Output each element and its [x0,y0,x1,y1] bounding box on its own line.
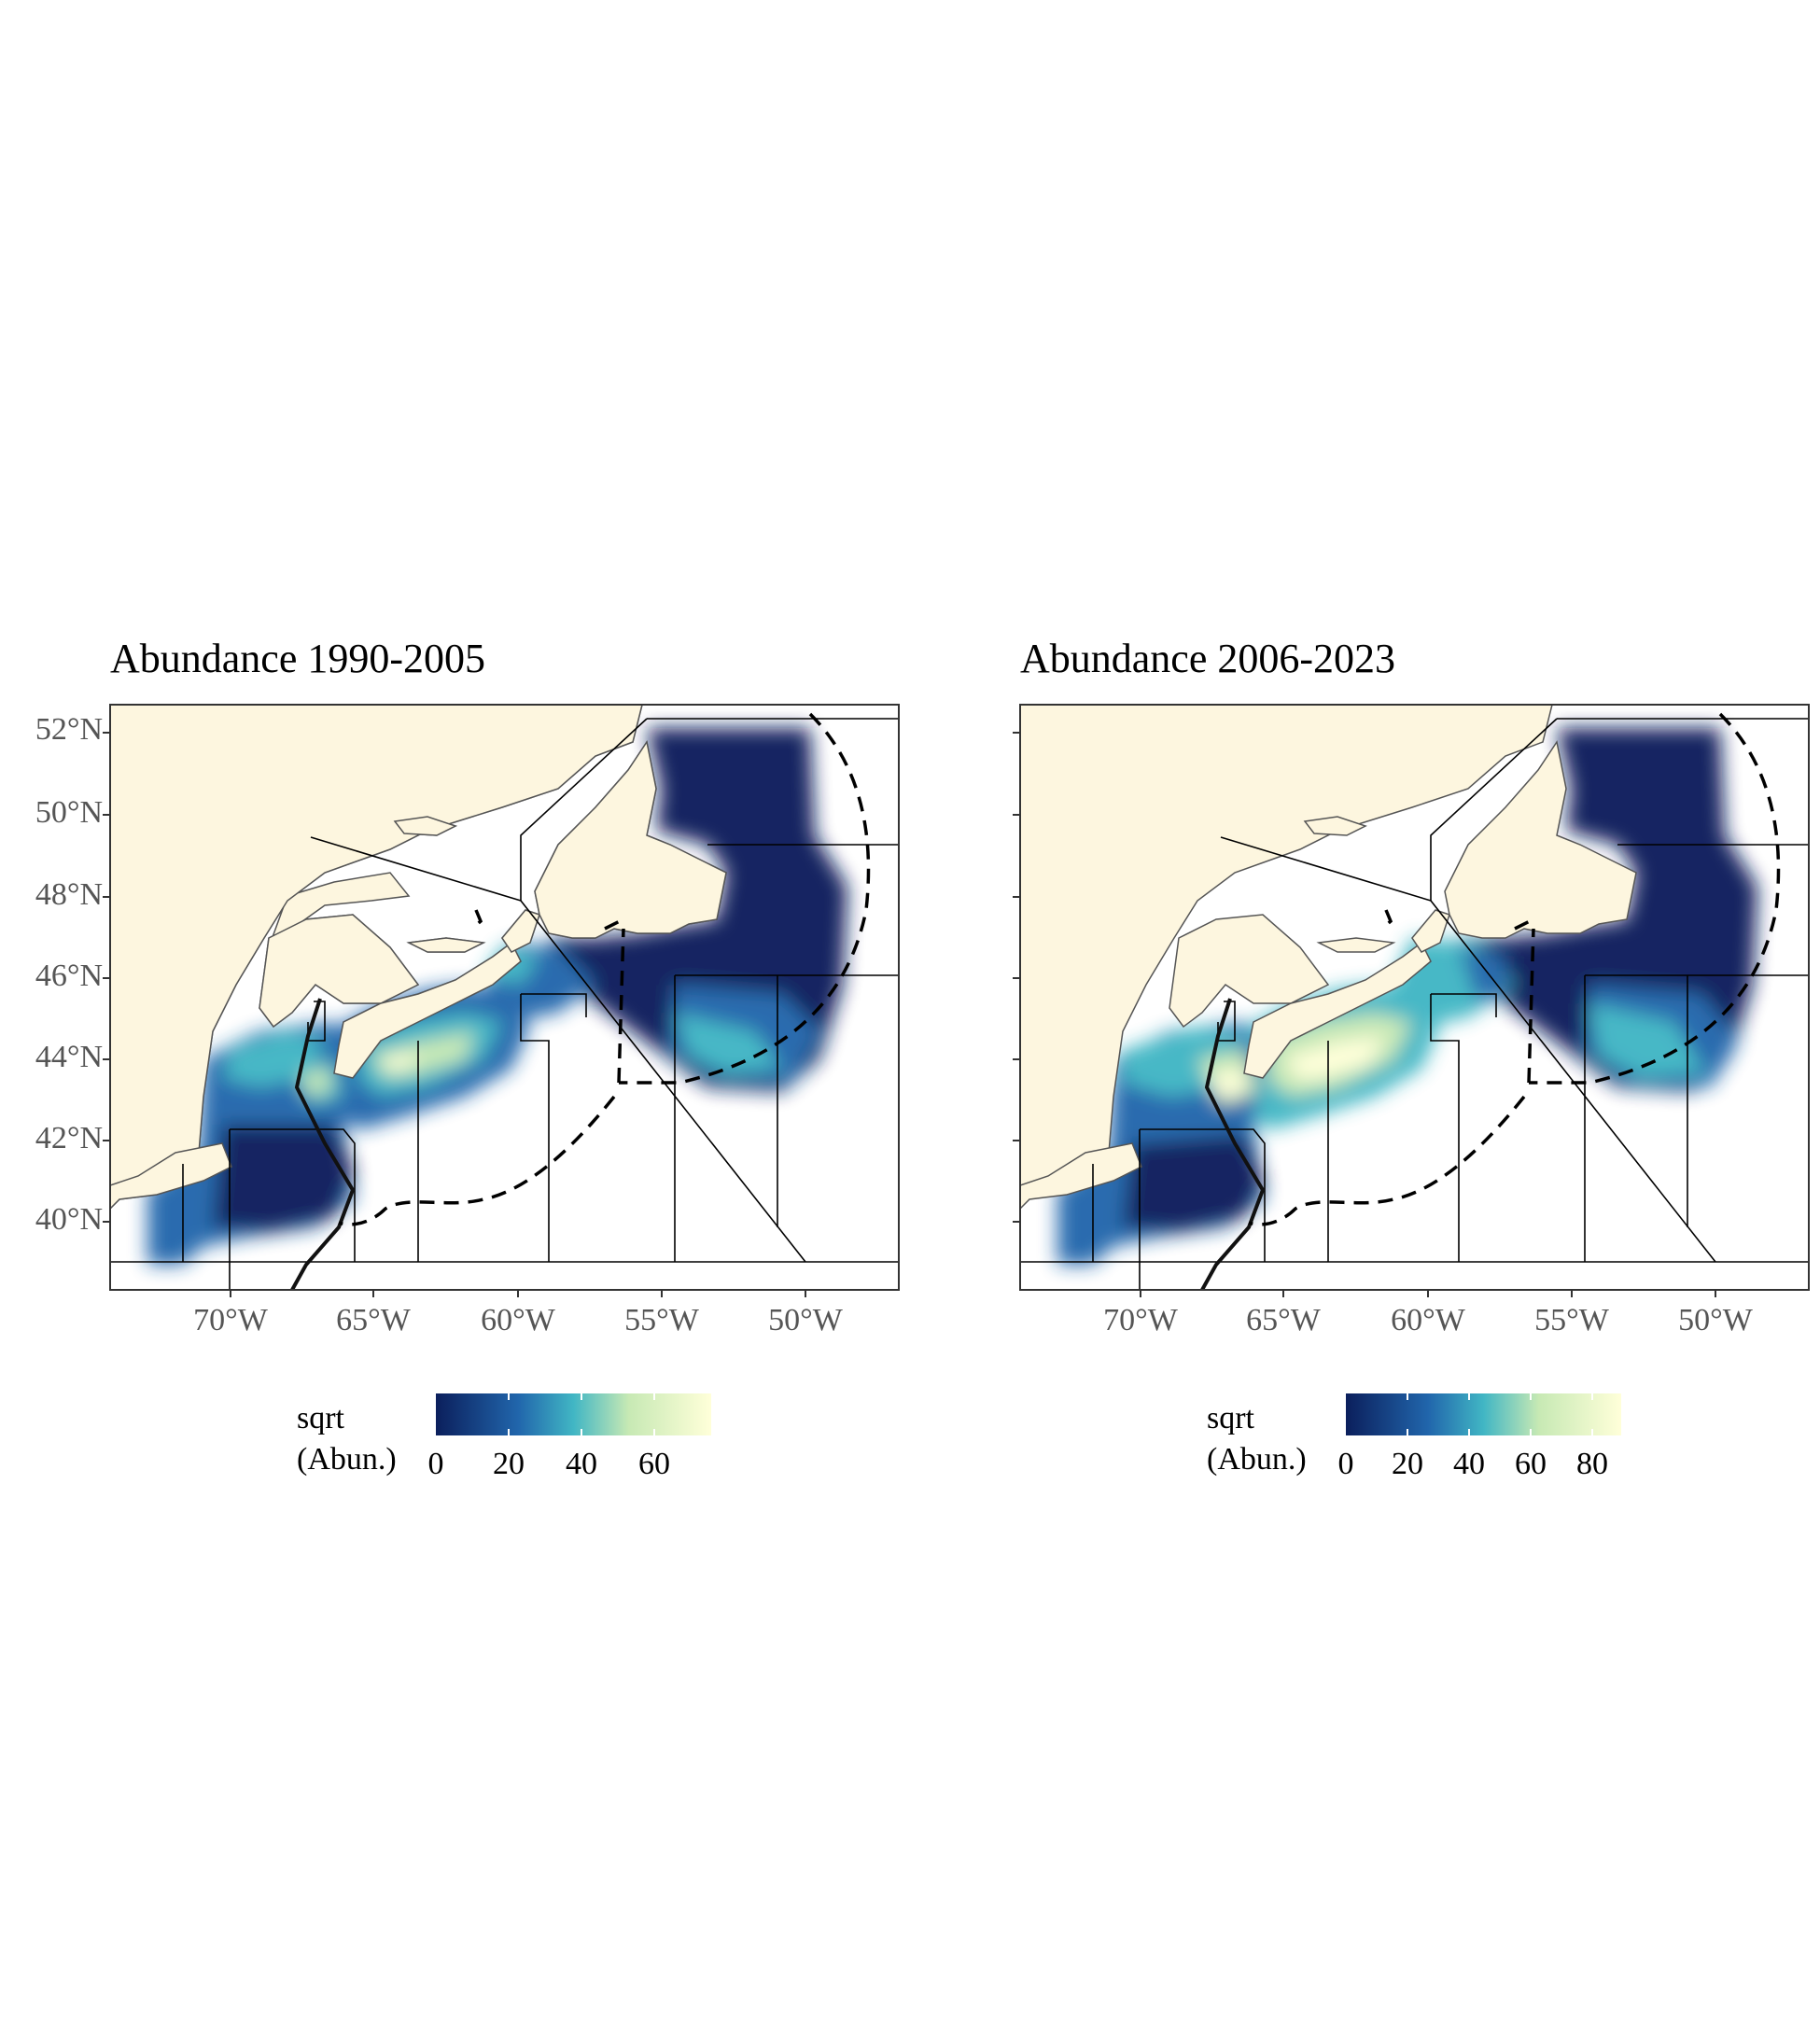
legend-1-tick-20: 20 [493,1447,525,1481]
map-panel-2 [1019,704,1810,1292]
lat-label-44: 44°N [35,1040,103,1074]
legend-2-title-line2: (Abun.) [1207,1442,1307,1477]
lon-label-70-p2: 70°W [1103,1303,1178,1337]
panel-2-title: Abundance 2006-2023 [1020,636,1396,681]
legend-2-tick-80: 80 [1576,1447,1608,1481]
legend-2-title-line1: sqrt [1207,1401,1254,1435]
lat-label-52: 52°N [35,712,103,747]
legend-2-tick-40: 40 [1453,1447,1485,1481]
axis-ticks-panel-1 [103,732,806,1297]
lon-label-65-p2: 65°W [1246,1303,1321,1337]
lon-label-55-p1: 55°W [624,1303,699,1337]
lat-label-42: 42°N [35,1121,103,1155]
lat-label-40: 40°N [35,1202,103,1237]
legend-2-tick-60: 60 [1515,1447,1547,1481]
map-panel-1 [109,704,900,1292]
lon-label-50-p1: 50°W [768,1303,843,1337]
legend-1-tick-0: 0 [427,1447,444,1481]
panel-1-title: Abundance 1990-2005 [110,636,486,681]
legend-2-tick-0: 0 [1337,1447,1354,1481]
lat-label-48: 48°N [35,877,103,912]
lon-label-55-p2: 55°W [1534,1303,1609,1337]
lon-label-65-p1: 65°W [336,1303,411,1337]
legend-2-colorbar [1346,1393,1621,1435]
lon-label-70-p1: 70°W [193,1303,268,1337]
legend-1-colorbar [436,1393,711,1435]
legend-1-title-line2: (Abun.) [297,1442,397,1477]
legend-1-tick-40: 40 [566,1447,597,1481]
lon-label-50-p2: 50°W [1678,1303,1753,1337]
axis-ticks-panel-2 [1013,732,1716,1297]
legend-2-tick-20: 20 [1392,1447,1423,1481]
legend-1-tick-60: 60 [638,1447,670,1481]
lon-label-60-p1: 60°W [481,1303,555,1337]
lon-label-60-p2: 60°W [1391,1303,1465,1337]
lat-label-50: 50°N [35,795,103,830]
lat-label-46: 46°N [35,959,103,993]
legend-1-title-line1: sqrt [297,1401,344,1435]
